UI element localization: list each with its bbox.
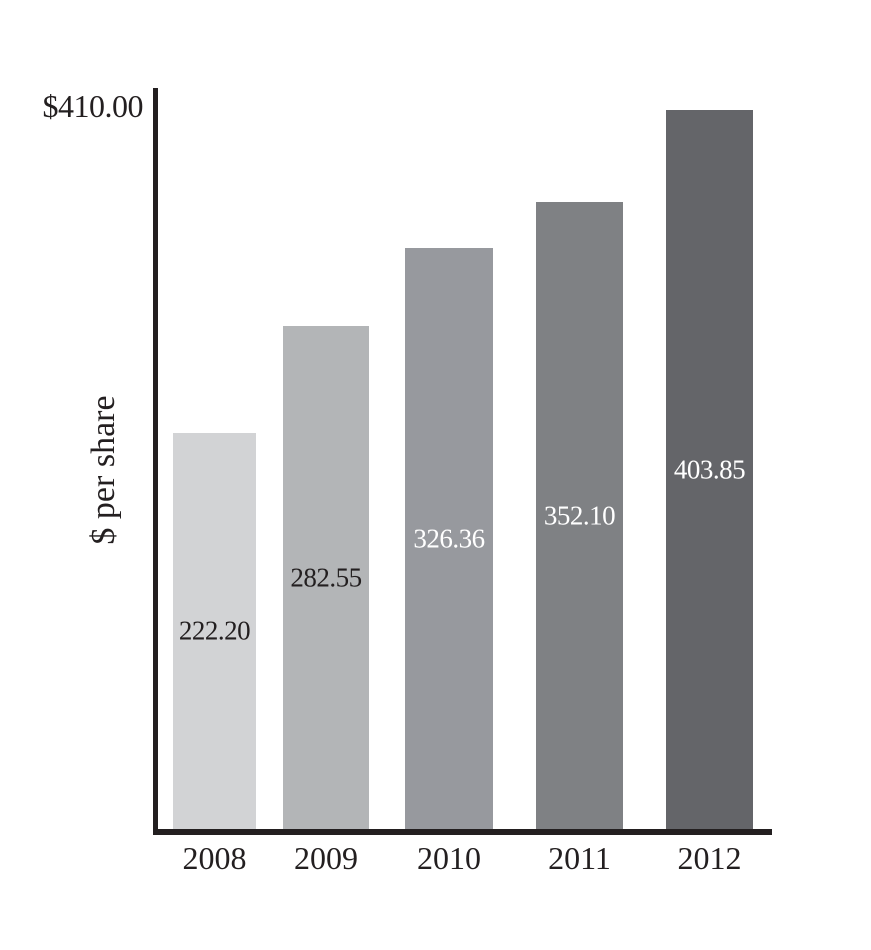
bar-value-label-2012: 403.85 xyxy=(673,454,746,484)
bar-value-label-2011: 352.10 xyxy=(543,500,616,530)
x-tick-label-2011: 2011 xyxy=(548,840,611,876)
bar-2012: 403.85 xyxy=(666,110,753,829)
x-tick-label-2010: 2010 xyxy=(417,840,481,876)
x-tick-label-2012: 2012 xyxy=(677,840,742,876)
y-axis-title: $ per share xyxy=(85,395,122,545)
x-tick-label-2009: 2009 xyxy=(294,840,358,876)
y-axis-max-tick-label: $410.00 xyxy=(42,88,144,124)
bar-2010: 326.36 xyxy=(405,248,493,829)
bar-2008: 222.20 xyxy=(173,433,256,829)
x-tick-label-2008: 2008 xyxy=(182,840,247,876)
y-axis-line xyxy=(153,88,158,835)
bar-2011: 352.10 xyxy=(536,202,623,829)
bar-value-label-2008: 222.20 xyxy=(178,615,251,646)
bar-value-label-2010: 326.36 xyxy=(413,523,485,553)
x-axis-line xyxy=(153,829,772,835)
bar-value-label-2009: 282.55 xyxy=(290,562,362,592)
bar-2009: 282.55 xyxy=(283,326,369,829)
